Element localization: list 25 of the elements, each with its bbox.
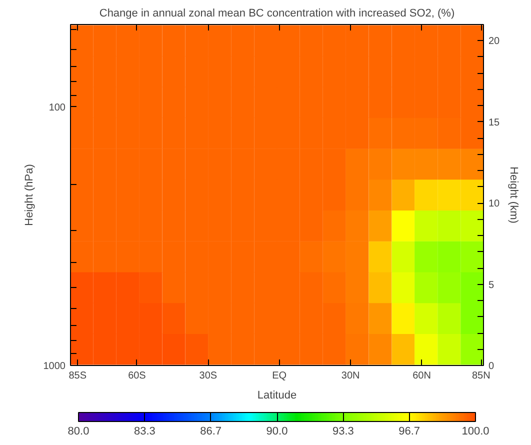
x-tick-label: 60S [128,370,146,382]
y-axis-title: Height (hPa) [23,164,36,226]
chart-title: Change in annual zonal mean BC concentration with increased SO2, (%) [99,8,455,20]
color-bar-label: 86.7 [200,426,222,438]
y2-tick-label: 0 [488,361,494,372]
color-bar-label: 93.3 [332,426,354,438]
color-bar-label: 96.7 [398,426,420,438]
color-bar-label: 90.0 [266,426,288,438]
color-bar-label: 80.0 [68,426,90,438]
x-tick-label: 30N [341,370,360,382]
y2-tick-label: 5 [488,280,494,291]
color-bar-label: 83.3 [134,426,156,438]
y-tick-label: 100 [48,102,66,114]
x-tick-label: 30S [199,370,218,382]
x-axis-title: Latitude [257,390,297,402]
x-tick-label: EQ [272,370,287,382]
color-bar-label: 100.0 [462,426,490,438]
y2-tick-label: 15 [488,117,500,128]
y2-axis-title: Height (km) [508,166,520,224]
y2-tick-label: 20 [488,36,500,48]
y-tick-label: 1000 [43,361,66,372]
y2-tick-label: 10 [488,198,500,210]
x-tick-label: 85N [472,370,490,382]
x-tick-label: 85S [68,370,87,382]
x-tick-label: 60N [412,370,431,382]
